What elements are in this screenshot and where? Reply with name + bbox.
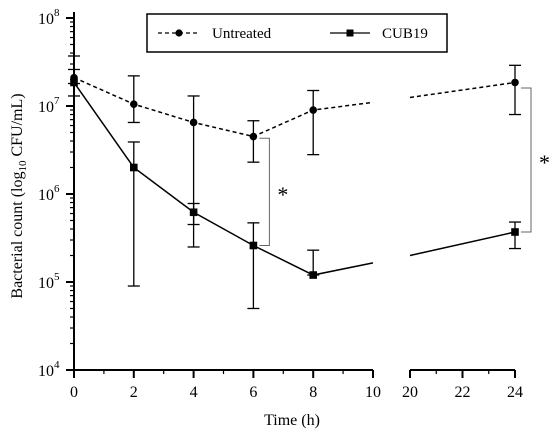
legend: Untreated CUB19 <box>146 13 448 53</box>
data-point-circle <box>309 106 318 114</box>
y-tick-label: 107 <box>38 95 60 116</box>
series-line-1-right <box>409 231 516 257</box>
legend-untreated-label: Untreated <box>212 26 272 42</box>
y-tick-label-exponent: 7 <box>54 95 60 107</box>
legend-cub19-marker <box>346 29 354 37</box>
x-axis-label: Time (h) <box>264 412 320 429</box>
series-layer <box>68 55 521 310</box>
significance-star: * <box>539 150 550 175</box>
data-point-circle <box>511 78 519 87</box>
y-axis-label-suffix: CFU/mL) <box>9 93 26 160</box>
series-line-0-left <box>73 76 374 138</box>
data-point-square <box>189 208 198 217</box>
x-tick-label: 6 <box>249 384 257 401</box>
y-tick-label-base: 10 <box>38 11 54 28</box>
data-point-square <box>309 271 317 279</box>
series-line-1-left <box>73 82 374 276</box>
data-point-circle <box>130 100 138 108</box>
y-tick-label-exponent: 8 <box>54 7 60 19</box>
series-line-0-right <box>409 81 516 99</box>
data-point-square <box>130 163 138 172</box>
x-tick-label: 10 <box>365 384 381 401</box>
y-axis-label-subscript: 10 <box>17 160 29 172</box>
legend-cub19-label: CUB19 <box>382 26 428 42</box>
y-tick-label-base: 10 <box>38 363 54 380</box>
y-tick-label-exponent: 4 <box>54 359 60 371</box>
y-axis-label: Bacterial count (log10 CFU/mL) <box>9 93 29 298</box>
data-point-circle <box>249 132 258 141</box>
x-tick-label: 22 <box>455 384 471 401</box>
x-tick-label: 20 <box>402 384 418 401</box>
x-tick-label: 4 <box>190 384 198 401</box>
x-tick-label: 8 <box>309 384 317 401</box>
y-tick-label-base: 10 <box>38 275 54 292</box>
significance-bracket <box>259 137 270 246</box>
y-tick-label-exponent: 5 <box>54 271 60 283</box>
x-tick-label: 2 <box>130 384 138 401</box>
data-point-square <box>511 228 519 236</box>
y-tick-label-exponent: 6 <box>54 183 60 195</box>
y-tick-label: 106 <box>38 183 60 204</box>
significance-brackets: ** <box>259 87 550 246</box>
x-tick-label: 24 <box>507 384 523 401</box>
x-tick-label: 0 <box>70 384 78 401</box>
data-point-square <box>249 241 258 250</box>
y-tick-label-base: 10 <box>38 187 54 204</box>
significance-star: * <box>277 182 288 207</box>
y-tick-label: 108 <box>38 7 60 28</box>
y-tick-label-base: 10 <box>38 99 54 116</box>
data-point-circle <box>189 118 198 127</box>
y-axis-label-prefix: Bacterial count (log <box>9 172 26 299</box>
y-tick-label: 104 <box>38 359 60 380</box>
y-tick-label: 105 <box>38 271 60 292</box>
data-point-square <box>70 78 78 87</box>
significance-bracket <box>521 87 532 233</box>
legend-untreated-marker <box>175 29 183 37</box>
